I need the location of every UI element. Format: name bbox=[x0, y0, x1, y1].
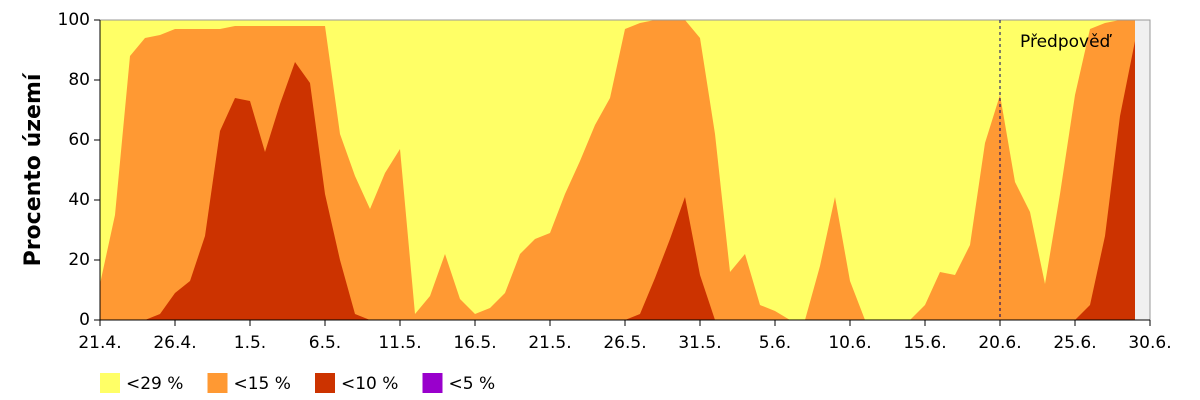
area bbox=[100, 20, 1135, 320]
y-axis-label: Procento území bbox=[21, 72, 46, 266]
legend-label: <5 % bbox=[449, 374, 496, 394]
y-tick-label: 0 bbox=[79, 310, 90, 330]
x-tick-label: 6.5. bbox=[309, 333, 341, 353]
area bbox=[100, 41, 1135, 320]
x-tick-label: 15.6. bbox=[903, 333, 946, 353]
legend-swatch bbox=[100, 373, 120, 393]
x-tick-label: 11.5. bbox=[378, 333, 421, 353]
legend-label: <10 % bbox=[341, 374, 398, 394]
x-tick-label: 20.6. bbox=[978, 333, 1021, 353]
annotation: Předpověď bbox=[1020, 32, 1113, 52]
x-tick-label: 21.4. bbox=[78, 333, 121, 353]
legend-swatch bbox=[315, 373, 335, 393]
x-tick-label: 5.6. bbox=[759, 333, 791, 353]
x-tick-label: 26.4. bbox=[153, 333, 196, 353]
x-tick-label: 30.6. bbox=[1128, 333, 1171, 353]
x-tick-label: 26.5. bbox=[603, 333, 646, 353]
y-tick-label: 100 bbox=[58, 10, 90, 30]
y-tick-label: 40 bbox=[68, 190, 90, 210]
y-tick-label: 80 bbox=[68, 70, 90, 90]
y-tick-label: 60 bbox=[68, 130, 90, 150]
legend-swatch bbox=[207, 373, 228, 393]
x-tick-label: 21.5. bbox=[528, 333, 571, 353]
legend-swatch bbox=[422, 373, 443, 393]
y-tick-label: 20 bbox=[68, 250, 90, 270]
x-tick-label: 10.6. bbox=[828, 333, 871, 353]
x-tick-label: 16.5. bbox=[453, 333, 496, 353]
legend-label: <15 % bbox=[234, 374, 291, 394]
legend-label: <29 % bbox=[126, 374, 183, 394]
x-tick-label: 1.5. bbox=[234, 333, 266, 353]
x-tick-label: 25.6. bbox=[1053, 333, 1096, 353]
x-tick-label: 31.5. bbox=[678, 333, 721, 353]
